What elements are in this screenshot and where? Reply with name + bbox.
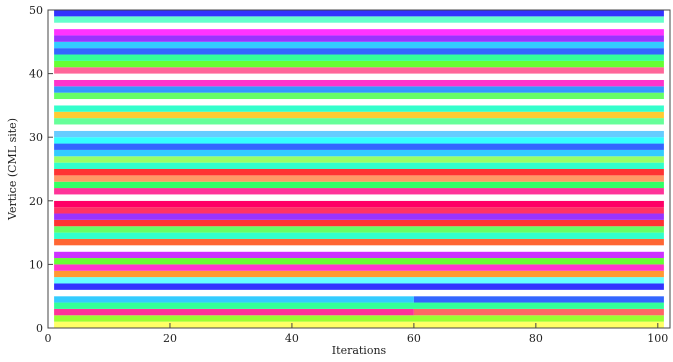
heatmap-cell-site-40-seg-0 (54, 73, 664, 80)
heatmap-cell-site-1-seg-0 (54, 321, 664, 328)
x-tick-label: 100 (647, 332, 668, 345)
heatmap-cell-site-34-seg-0 (54, 111, 664, 119)
heatmap-cell-site-21-seg-0 (54, 194, 664, 201)
heatmap-cell-site-47-seg-0 (54, 29, 664, 36)
y-axis-title: Vertice (CML site) (6, 118, 19, 221)
x-tick-label: 80 (529, 332, 543, 345)
heatmap-cell-site-45-seg-0 (54, 41, 664, 49)
plot-frame (47, 9, 671, 329)
heatmap-cell-site-3-seg-1 (413, 308, 664, 316)
heatmap-cell-site-8-seg-0 (54, 277, 664, 284)
heatmap-cell-site-29-seg-0 (54, 143, 664, 150)
heatmap-cell-site-25-seg-0 (54, 169, 664, 176)
heatmap-cell-site-9-seg-0 (54, 270, 664, 278)
heatmap-cell-site-42-seg-0 (54, 60, 664, 68)
heatmap-cell-site-30-seg-0 (54, 137, 664, 144)
heatmap-cell-site-43-seg-0 (54, 54, 664, 61)
heatmap-cell-site-18-seg-0 (54, 213, 664, 220)
y-tick-label: 10 (29, 258, 43, 271)
heatmap-cell-site-17-seg-0 (54, 219, 664, 227)
y-tick-label: 20 (29, 195, 43, 208)
y-tick-label: 0 (36, 322, 43, 335)
heatmap-cell-site-15-seg-0 (54, 232, 664, 239)
heatmap-cell-site-4-seg-0 (54, 302, 664, 309)
x-tick-label: 20 (163, 332, 177, 345)
heatmap-cell-site-22-seg-0 (54, 188, 664, 195)
heatmap-cell-site-32-seg-0 (54, 124, 664, 131)
heatmap-cell-site-5-seg-0 (54, 296, 414, 303)
y-tick-label: 40 (29, 68, 43, 81)
heatmap-cell-site-37-seg-0 (54, 92, 664, 100)
heatmap-cell-site-33-seg-0 (54, 118, 664, 125)
heatmap-cell-site-23-seg-0 (54, 181, 664, 189)
y-tick-label: 50 (29, 4, 43, 17)
x-tick-label: 40 (285, 332, 299, 345)
heatmap-cell-site-38-seg-0 (54, 86, 664, 93)
heatmap-cell-site-3-seg-0 (54, 308, 414, 316)
heatmap-cell-site-28-seg-0 (54, 149, 664, 157)
heatmap-cell-site-27-seg-0 (54, 156, 664, 163)
x-tick-label: 60 (407, 332, 421, 345)
heatmap-cell-site-49-seg-0 (54, 16, 664, 23)
heatmap-cell-site-36-seg-0 (54, 99, 664, 106)
heatmap-cell-site-19-seg-0 (54, 207, 664, 214)
heatmap-cell-site-44-seg-0 (54, 48, 664, 55)
heatmap-cell-site-35-seg-0 (54, 105, 664, 112)
heatmap-cell-site-46-seg-0 (54, 35, 664, 42)
heatmap-cell-site-10-seg-0 (54, 264, 664, 271)
heatmap-cell-site-13-seg-0 (54, 245, 664, 252)
heatmap-cell-site-16-seg-0 (54, 226, 664, 233)
axis-ticks: 0 20 40 60 80 100 0 10 20 30 40 50 (29, 4, 668, 345)
heatmap-cell-site-26-seg-0 (54, 162, 664, 169)
heatmap-cell-site-31-seg-0 (54, 130, 664, 138)
heatmap-cell-site-2-seg-0 (54, 315, 664, 322)
heatmap-cell-site-5-seg-1 (413, 296, 664, 303)
x-tick-label: 0 (45, 332, 52, 345)
heatmap-cells (54, 10, 664, 328)
y-tick-label: 30 (29, 131, 43, 144)
heatmap-cell-site-50-seg-0 (54, 10, 664, 17)
heatmap-cell-site-24-seg-0 (54, 175, 664, 182)
heatmap-cell-site-41-seg-0 (54, 67, 664, 74)
heatmap-cell-site-6-seg-0 (54, 289, 664, 297)
heatmap-cell-site-14-seg-0 (54, 238, 664, 246)
heatmap-cell-site-11-seg-0 (54, 258, 664, 265)
x-axis-title: Iterations (332, 344, 387, 357)
heatmap-cell-site-48-seg-0 (54, 22, 664, 30)
heatmap-cell-site-20-seg-0 (54, 200, 664, 208)
heatmap-cell-site-12-seg-0 (54, 251, 664, 259)
heatmap-cell-site-39-seg-0 (54, 79, 664, 87)
heatmap-cell-site-7-seg-0 (54, 283, 664, 290)
